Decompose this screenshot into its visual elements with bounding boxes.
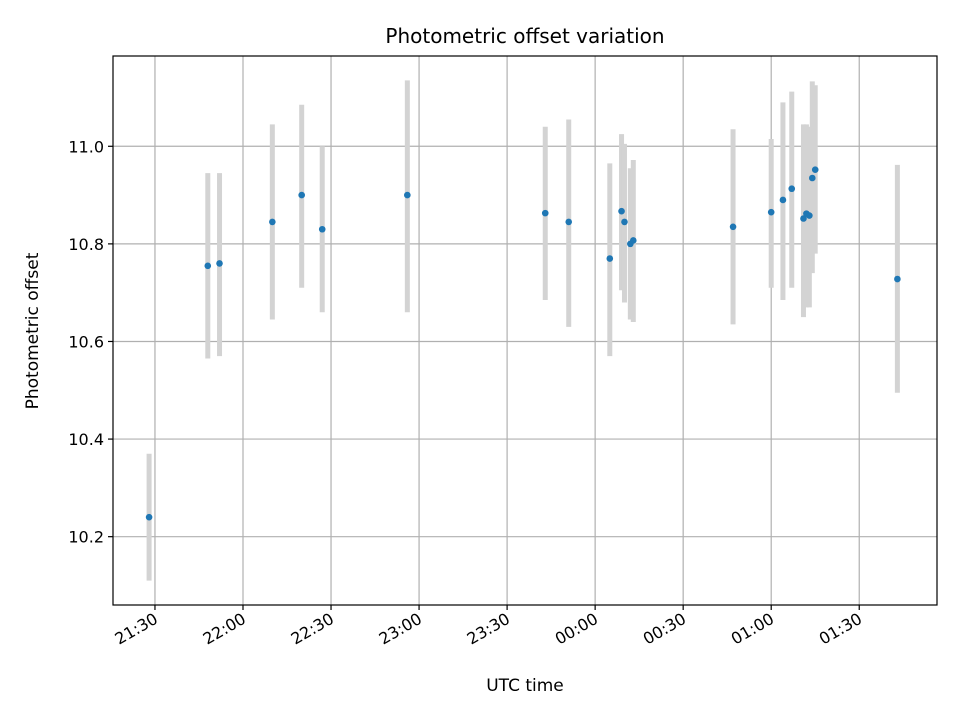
data-point (298, 191, 305, 199)
x-tick-label: 01:00 (728, 609, 777, 649)
data-point (767, 208, 775, 216)
x-tick-label: 00:30 (640, 609, 689, 649)
x-axis-label: UTC time (486, 676, 564, 696)
data-point (404, 191, 411, 199)
data-point (541, 209, 549, 217)
y-tick-label: 10.6 (68, 332, 104, 351)
x-tick-label: 01:30 (816, 609, 865, 649)
y-tick-label: 10.2 (68, 528, 104, 547)
y-tick-label: 11.0 (68, 137, 104, 156)
x-tick-label: 21:30 (112, 609, 161, 649)
data-point (621, 218, 628, 226)
data-point (779, 196, 787, 204)
data-point (269, 218, 276, 226)
errorbars (146, 80, 900, 581)
data-point (808, 174, 816, 182)
data-point (806, 212, 813, 219)
x-tick-label: 23:30 (464, 609, 513, 649)
x-tick-label: 22:00 (200, 609, 249, 649)
data-point (894, 275, 901, 283)
x-tick-label: 22:30 (288, 609, 337, 649)
plot-frame (112, 55, 938, 606)
y-ticks: 10.2 10.4 10.6 10.8 11.0 (68, 137, 113, 547)
y-tick-label: 10.4 (68, 430, 104, 449)
x-ticks: 21:30 22:00 22:30 23:00 23:30 00:00 00:30 01:00… (112, 605, 865, 649)
data-points (145, 166, 901, 521)
data-point (606, 255, 614, 262)
data-point (216, 260, 223, 267)
data-point (729, 223, 737, 231)
y-axis-label: Photometric offset (23, 252, 43, 409)
data-point (318, 225, 326, 233)
grid (113, 56, 937, 605)
data-point (204, 262, 212, 270)
data-point (145, 513, 153, 521)
data-point (629, 237, 637, 244)
data-point (811, 166, 819, 174)
x-tick-label: 23:00 (376, 609, 425, 649)
chart-title: Photometric offset variation (385, 24, 664, 48)
y-tick-label: 10.8 (68, 235, 104, 254)
x-tick-label: 00:00 (552, 609, 601, 649)
data-point (800, 215, 807, 222)
data-point (618, 207, 625, 215)
data-point (788, 185, 796, 193)
data-point (565, 218, 573, 226)
